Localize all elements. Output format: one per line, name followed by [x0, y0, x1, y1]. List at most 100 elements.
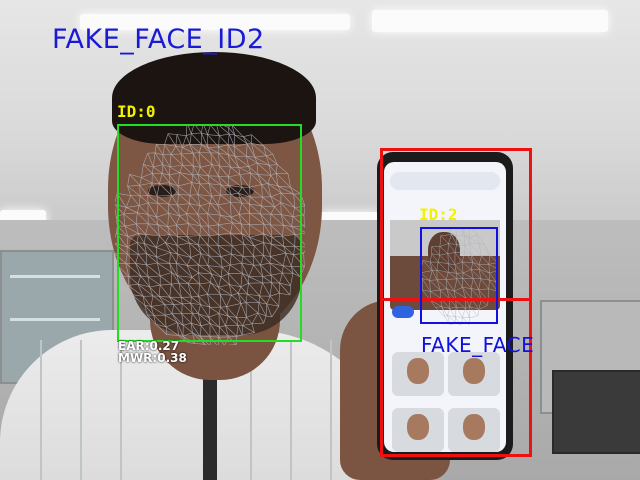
mesh-edge: [208, 226, 210, 236]
mesh-edge: [160, 275, 172, 285]
mesh-edge: [258, 302, 267, 317]
mesh-edge: [208, 307, 211, 318]
mwr-metric: MWR:0.38: [118, 351, 187, 365]
mesh-edge: [147, 195, 159, 204]
mesh-edge: [270, 175, 279, 187]
mesh-edge: [151, 182, 158, 197]
mesh-edge: [127, 174, 130, 187]
mesh-edge: [186, 213, 189, 224]
mesh-edge: [456, 244, 465, 246]
mesh-edge: [179, 172, 193, 176]
mesh-edge: [207, 293, 221, 308]
mesh-edge: [209, 234, 219, 236]
mesh-edge: [283, 265, 292, 267]
mesh-edge: [147, 276, 150, 288]
mesh-edge: [191, 182, 201, 185]
mesh-edge: [210, 125, 220, 136]
mesh-edge: [489, 272, 497, 282]
mesh-edge: [277, 185, 294, 195]
mesh-edge: [220, 253, 232, 257]
mesh-edge: [446, 278, 458, 280]
mesh-edge: [218, 135, 220, 147]
mesh-edge: [287, 173, 291, 188]
mesh-edge: [456, 273, 463, 279]
mesh-edge: [158, 296, 166, 305]
mesh-edge: [465, 308, 470, 319]
mesh-edge: [171, 193, 179, 196]
mesh-edge: [159, 183, 172, 196]
mesh-edge: [226, 306, 229, 317]
mesh-edge: [462, 228, 465, 235]
mesh-edge: [262, 196, 275, 208]
mesh-edge: [439, 255, 449, 264]
mesh-edge: [269, 165, 271, 176]
mesh-edge: [177, 322, 184, 337]
mesh-edge: [461, 261, 464, 274]
mesh-edge: [230, 216, 242, 225]
smartphone-screen: [384, 162, 506, 452]
mesh-edge: [269, 262, 283, 274]
mesh-edge: [138, 254, 147, 266]
mesh-edge: [270, 244, 272, 257]
mesh-edge: [429, 280, 441, 291]
mesh-edge: [177, 172, 180, 187]
mesh-edge: [165, 326, 179, 336]
mesh-edge: [156, 257, 158, 264]
mesh-edge: [155, 323, 167, 328]
mesh-edge: [182, 336, 196, 344]
mesh-edge: [177, 203, 190, 206]
mesh-edge: [228, 185, 239, 194]
mesh-edge: [254, 155, 267, 158]
mesh-edge: [464, 245, 472, 256]
mesh-edge: [441, 306, 448, 316]
mesh-edge: [278, 185, 291, 188]
mesh-edge: [248, 166, 259, 175]
mesh-edge: [480, 278, 489, 289]
mesh-edge: [198, 313, 211, 324]
mesh-edge: [178, 193, 190, 204]
mesh-edge: [135, 263, 149, 278]
mesh-edge: [222, 264, 231, 268]
mesh-edge: [248, 283, 260, 297]
mesh-edge: [439, 235, 442, 247]
mesh-edge: [429, 279, 438, 281]
mesh-edge: [138, 205, 149, 215]
mesh-edge: [230, 202, 232, 218]
fake-region-box: [380, 148, 532, 457]
mesh-edge: [170, 154, 183, 166]
mesh-edge: [197, 235, 201, 245]
mesh-edge: [197, 205, 201, 215]
mesh-edge: [218, 232, 231, 235]
mesh-edge: [241, 202, 250, 214]
mesh-edge: [234, 156, 249, 167]
mesh-edge: [126, 242, 138, 248]
mesh-edge: [228, 273, 230, 285]
mesh-edge: [245, 293, 248, 303]
mesh-edge: [239, 174, 250, 188]
mesh-edge: [193, 165, 201, 168]
mesh-edge: [137, 276, 141, 285]
mesh-edge: [462, 316, 470, 319]
mesh-edge: [241, 273, 249, 284]
mesh-edge: [228, 336, 237, 338]
mesh-edge: [207, 255, 210, 266]
mesh-edge: [155, 235, 160, 248]
mesh-edge: [165, 242, 178, 246]
mesh-edge: [488, 264, 490, 274]
mesh-edge: [238, 192, 250, 205]
mesh-edge: [266, 154, 273, 156]
mesh-edge: [176, 263, 178, 276]
mesh-edge: [250, 196, 262, 207]
mesh-edge: [117, 275, 129, 286]
mesh-edge: [197, 174, 210, 184]
mesh-edge: [147, 214, 159, 225]
mesh-edge: [117, 193, 131, 196]
mesh-edge: [186, 265, 199, 274]
mesh-edge: [198, 293, 208, 297]
mesh-edge: [241, 223, 250, 226]
phone-address-bar: [390, 172, 500, 190]
mesh-edge: [129, 174, 142, 178]
mesh-edge: [279, 272, 283, 284]
mesh-edge: [171, 272, 180, 284]
mesh-edge: [159, 182, 170, 184]
